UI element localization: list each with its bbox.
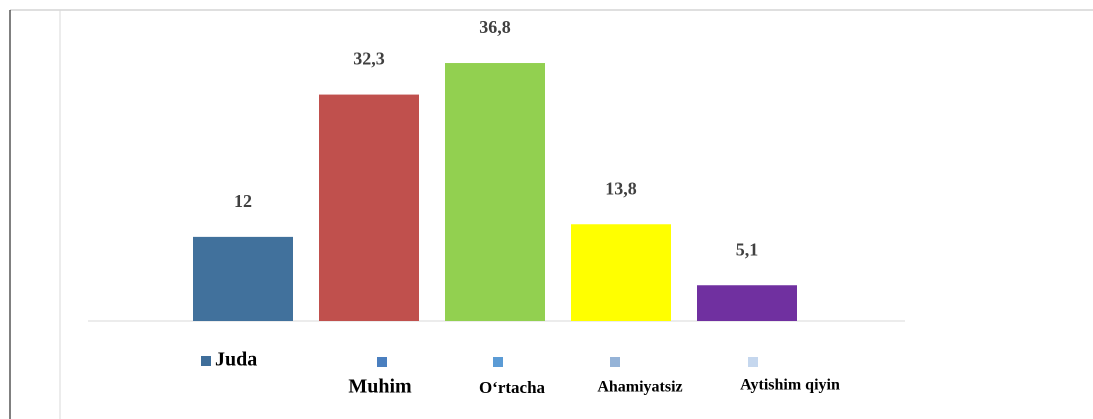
bar xyxy=(193,236,293,321)
legend-swatch xyxy=(377,357,387,367)
bar xyxy=(571,224,671,321)
legend-swatch xyxy=(493,357,503,367)
legend-label: O‘rtacha xyxy=(479,378,546,397)
legend-label: Ahamiyatsiz xyxy=(597,379,682,396)
legend-label: Muhim xyxy=(348,376,412,398)
bar xyxy=(319,94,419,322)
value-label: 12 xyxy=(234,191,252,211)
bar xyxy=(697,285,797,321)
legend-swatch xyxy=(201,356,211,366)
legend-swatch xyxy=(748,357,758,367)
value-label: 32,3 xyxy=(353,49,385,69)
legend-label: Aytishim qiyin xyxy=(740,377,840,394)
legend-label: Juda xyxy=(215,349,257,371)
value-label: 5,1 xyxy=(736,239,759,259)
bar xyxy=(445,63,545,321)
value-label: 13,8 xyxy=(605,178,637,198)
legend-swatch xyxy=(610,357,620,367)
value-label: 36,8 xyxy=(479,17,511,37)
